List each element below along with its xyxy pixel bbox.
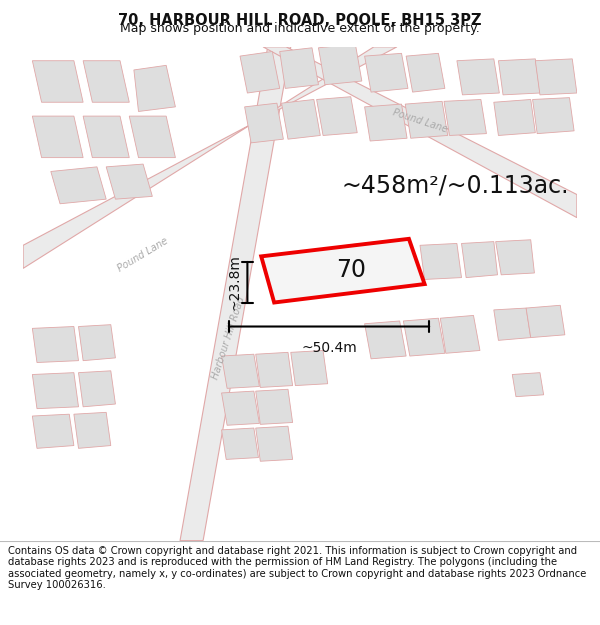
Polygon shape [32,61,83,102]
Polygon shape [494,308,531,341]
Polygon shape [221,391,259,425]
Polygon shape [32,414,74,448]
Polygon shape [526,305,565,338]
Polygon shape [74,412,111,448]
Polygon shape [281,99,320,139]
Polygon shape [494,99,535,136]
Polygon shape [261,239,425,302]
Polygon shape [365,104,407,141]
Text: 70: 70 [337,259,367,282]
Polygon shape [32,372,79,409]
Polygon shape [496,240,535,275]
Polygon shape [256,352,293,388]
Text: ~458m²/~0.113ac.: ~458m²/~0.113ac. [341,173,569,198]
Polygon shape [363,240,406,278]
Polygon shape [134,66,175,111]
Polygon shape [240,51,280,93]
Polygon shape [245,103,283,143]
Polygon shape [51,167,106,204]
Polygon shape [79,371,115,407]
Polygon shape [221,428,259,459]
Polygon shape [444,99,487,136]
Polygon shape [405,101,448,138]
Text: ~23.8m: ~23.8m [228,254,242,310]
Text: Pound Lane: Pound Lane [116,236,170,274]
Polygon shape [420,244,461,279]
Polygon shape [461,242,497,278]
Polygon shape [440,316,480,353]
Polygon shape [129,116,175,158]
Text: Pound Lane: Pound Lane [391,107,449,134]
Polygon shape [365,321,406,359]
Text: 70, HARBOUR HILL ROAD, POOLE, BH15 3PZ: 70, HARBOUR HILL ROAD, POOLE, BH15 3PZ [118,13,482,28]
Polygon shape [499,59,540,95]
Polygon shape [365,53,408,92]
Polygon shape [79,324,115,361]
Polygon shape [533,98,574,134]
Polygon shape [332,244,374,282]
Text: Harbour Hill Road: Harbour Hill Road [211,295,247,381]
Polygon shape [406,53,445,92]
Polygon shape [256,426,293,461]
Polygon shape [319,44,362,85]
Polygon shape [256,389,293,424]
Polygon shape [291,351,328,386]
Polygon shape [83,61,129,102]
Polygon shape [263,47,577,217]
Polygon shape [291,250,337,291]
Polygon shape [23,47,397,268]
Text: ~50.4m: ~50.4m [301,341,357,355]
Polygon shape [106,164,152,199]
Polygon shape [280,48,319,88]
Text: Contains OS data © Crown copyright and database right 2021. This information is : Contains OS data © Crown copyright and d… [8,546,586,591]
Polygon shape [180,47,291,541]
Polygon shape [457,59,499,95]
Polygon shape [317,97,357,136]
Polygon shape [221,354,259,388]
Polygon shape [32,326,79,362]
Polygon shape [83,116,129,158]
Polygon shape [535,59,577,95]
Polygon shape [512,372,544,397]
Polygon shape [403,318,445,356]
Polygon shape [32,116,83,158]
Text: Map shows position and indicative extent of the property.: Map shows position and indicative extent… [120,22,480,35]
